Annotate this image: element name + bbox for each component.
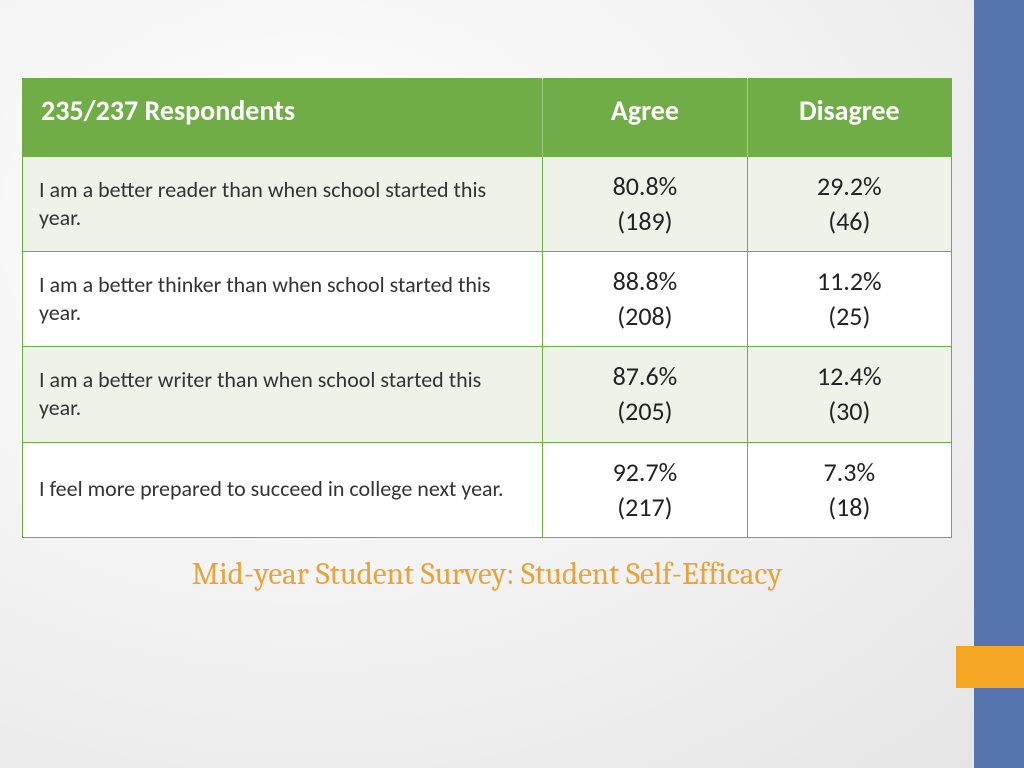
agree-cell: 92.7%(217) [543, 442, 747, 537]
statement-cell: I am a better writer than when school st… [23, 347, 543, 442]
disagree-cell: 7.3%(18) [747, 442, 951, 537]
statement-cell: I am a better reader than when school st… [23, 157, 543, 252]
table-header-row: 235/237 Respondents Agree Disagree [23, 79, 952, 157]
slide-caption: Mid-year Student Survey: Student Self-Ef… [22, 556, 952, 592]
agree-cell: 80.8%(189) [543, 157, 747, 252]
statement-cell: I am a better thinker than when school s… [23, 252, 543, 347]
header-agree: Agree [543, 79, 747, 157]
survey-table: 235/237 Respondents Agree Disagree I am … [22, 78, 952, 538]
disagree-cell: 29.2%(46) [747, 157, 951, 252]
table-row: I am a better reader than when school st… [23, 157, 952, 252]
table-row: I am a better thinker than when school s… [23, 252, 952, 347]
table-body: I am a better reader than when school st… [23, 157, 952, 538]
header-disagree: Disagree [747, 79, 951, 157]
statement-cell: I feel more prepared to succeed in colle… [23, 442, 543, 537]
header-respondents: 235/237 Respondents [23, 79, 543, 157]
disagree-cell: 11.2%(25) [747, 252, 951, 347]
agree-cell: 88.8%(208) [543, 252, 747, 347]
table-row: I feel more prepared to succeed in colle… [23, 442, 952, 537]
disagree-cell: 12.4%(30) [747, 347, 951, 442]
table-row: I am a better writer than when school st… [23, 347, 952, 442]
orange-accent-block [956, 646, 1024, 688]
agree-cell: 87.6%(205) [543, 347, 747, 442]
slide-content: 235/237 Respondents Agree Disagree I am … [22, 78, 952, 592]
